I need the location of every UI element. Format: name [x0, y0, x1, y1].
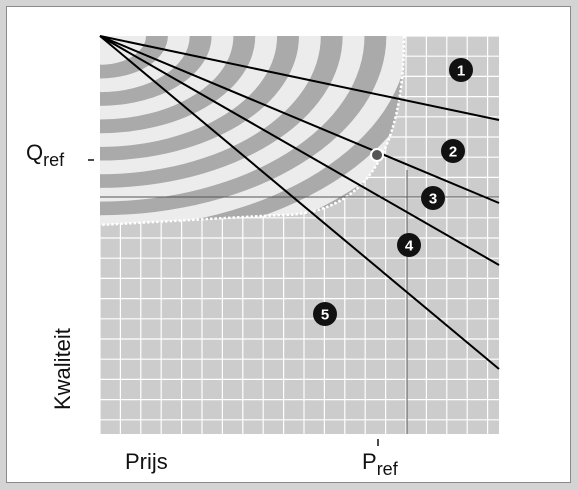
price-axis-label: Prijs — [125, 449, 168, 474]
zone-number-5: 5 — [321, 307, 329, 324]
p-ref-label: Pref — [362, 449, 399, 479]
reference-point — [370, 148, 384, 162]
zone-number-4: 4 — [405, 238, 414, 255]
indifference-band — [100, 36, 256, 134]
ray-4 — [99, 35, 500, 370]
indifference-band — [100, 36, 343, 188]
zone-badge-4: 4 — [397, 233, 421, 257]
indifference-band — [100, 36, 404, 225]
indifference-band — [100, 36, 387, 216]
indifference-curve — [100, 36, 406, 227]
q-ref-label: Qref — [26, 140, 65, 170]
strategy-rays — [99, 35, 500, 370]
zone-number-2: 2 — [449, 144, 457, 161]
ray-3 — [99, 35, 500, 266]
ray-2 — [99, 35, 500, 204]
zone-badge-3: 3 — [421, 186, 445, 210]
zone-badge-1: 1 — [449, 58, 473, 82]
ray-1 — [99, 35, 500, 121]
indifference-band — [100, 36, 299, 161]
zone-number-3: 3 — [429, 191, 437, 208]
quality-axis-label: Kwaliteit — [50, 328, 75, 410]
zone-number-1: 1 — [457, 63, 465, 80]
zone-badge-2: 2 — [441, 139, 465, 163]
indifference-band — [100, 36, 212, 106]
zone-badge-5: 5 — [313, 302, 337, 326]
